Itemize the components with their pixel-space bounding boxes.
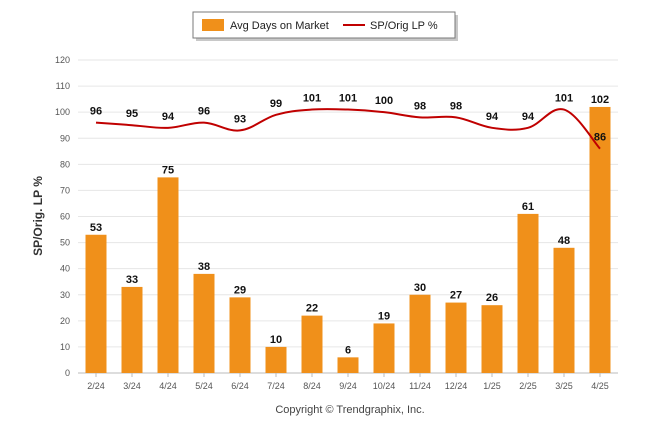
line-data-label: 96 <box>90 106 102 118</box>
x-tick-label: 7/24 <box>267 381 285 391</box>
y-axis-ticks: 0 10 20 30 40 50 60 70 80 90 100 110 120 <box>55 55 70 378</box>
legend-bar-label: Avg Days on Market <box>230 20 329 32</box>
y-tick-label: 90 <box>60 133 70 143</box>
x-tick-label: 6/24 <box>231 381 249 391</box>
line-data-labels: 96 95 94 96 93 99 101 101 100 98 98 94 94 101 86 <box>90 93 606 144</box>
bar <box>589 106 611 373</box>
x-tick-label: 2/24 <box>87 381 105 391</box>
line-data-label: 98 <box>414 100 426 112</box>
x-tick-label: 4/25 <box>591 381 609 391</box>
bar-data-label: 29 <box>234 284 246 296</box>
line-data-label: 98 <box>450 100 462 112</box>
line-data-label: 94 <box>162 111 175 123</box>
bar-series <box>85 106 611 373</box>
line-data-label: 99 <box>270 98 282 110</box>
bar-data-label: 53 <box>90 222 102 234</box>
y-tick-label: 40 <box>60 264 70 274</box>
bar <box>85 234 107 373</box>
bar <box>481 305 503 373</box>
y-tick-label: 80 <box>60 159 70 169</box>
y-axis-title: SP/Orig. LP % <box>31 176 45 256</box>
bar <box>121 286 143 373</box>
bar-data-label: 22 <box>306 303 318 315</box>
bar-data-label: 30 <box>414 282 426 294</box>
bar <box>193 273 215 373</box>
x-tick-label: 2/25 <box>519 381 537 391</box>
y-tick-label: 50 <box>60 238 70 248</box>
legend-box <box>192 11 456 39</box>
bar-data-label: 61 <box>522 201 534 213</box>
bar-data-label: 75 <box>162 164 174 176</box>
line-data-label: 100 <box>375 95 393 107</box>
x-tick-label: 3/24 <box>123 381 141 391</box>
x-tick-label: 4/24 <box>159 381 177 391</box>
bar <box>409 294 431 373</box>
y-tick-label: 10 <box>60 342 70 352</box>
line-data-label: 96 <box>198 106 210 118</box>
bar <box>517 213 539 373</box>
bar <box>265 346 287 373</box>
x-tick-label: 8/24 <box>303 381 321 391</box>
line-path <box>95 108 601 150</box>
bar <box>373 323 395 373</box>
bar-data-label: 19 <box>378 310 390 322</box>
x-tick-label: 3/25 <box>555 381 573 391</box>
x-tick-label: 12/24 <box>445 381 468 391</box>
y-tick-label: 110 <box>56 81 70 91</box>
y-tick-label: 120 <box>55 55 70 65</box>
bar <box>337 357 359 373</box>
line-data-label: 101 <box>339 93 357 105</box>
line-data-label: 95 <box>126 108 138 120</box>
y-tick-label: 70 <box>60 185 70 195</box>
bar-data-label: 6 <box>345 344 351 356</box>
bar-data-label: 27 <box>450 290 462 302</box>
bar-data-label: 38 <box>198 261 210 273</box>
line-data-label: 86 <box>594 132 606 144</box>
y-tick-label: 100 <box>55 107 70 117</box>
bar <box>157 177 179 373</box>
bar-data-label: 10 <box>270 334 282 346</box>
x-tick-label: 1/25 <box>483 381 501 391</box>
bar-data-label: 102 <box>591 94 609 106</box>
bar <box>229 297 251 373</box>
bar-data-label: 33 <box>126 274 138 286</box>
y-tick-label: 30 <box>60 290 70 300</box>
legend: Avg Days on Market SP/Orig LP % <box>192 11 458 41</box>
bar-data-label: 48 <box>558 235 570 247</box>
bar <box>553 247 575 373</box>
y-tick-label: 60 <box>60 212 70 222</box>
x-tick-label: 5/24 <box>195 381 213 391</box>
x-tick-label: 9/24 <box>339 381 357 391</box>
line-data-label: 101 <box>555 93 573 105</box>
legend-line-label: SP/Orig LP % <box>370 20 438 32</box>
line-series <box>95 108 601 150</box>
x-tick-label: 11/24 <box>409 381 431 391</box>
copyright-text: Copyright © Trendgraphix, Inc. <box>275 404 424 416</box>
x-tick-label: 10/24 <box>373 381 396 391</box>
bar-data-label: 26 <box>486 292 498 304</box>
line-data-label: 94 <box>486 111 499 123</box>
line-data-label: 101 <box>303 93 321 105</box>
bar <box>301 315 323 373</box>
legend-bar-swatch <box>202 19 224 31</box>
line-data-label: 94 <box>522 111 535 123</box>
bar <box>445 302 467 373</box>
bar-data-labels: 53 33 75 38 29 10 22 6 19 30 27 26 61 48 102 <box>90 94 609 356</box>
y-tick-label: 20 <box>60 316 70 326</box>
line-data-label: 93 <box>234 113 246 125</box>
y-tick-label: 0 <box>65 368 70 378</box>
x-axis-ticks: 2/24 3/24 4/24 5/24 6/24 7/24 8/24 9/24 10/24 11/… <box>87 373 609 391</box>
